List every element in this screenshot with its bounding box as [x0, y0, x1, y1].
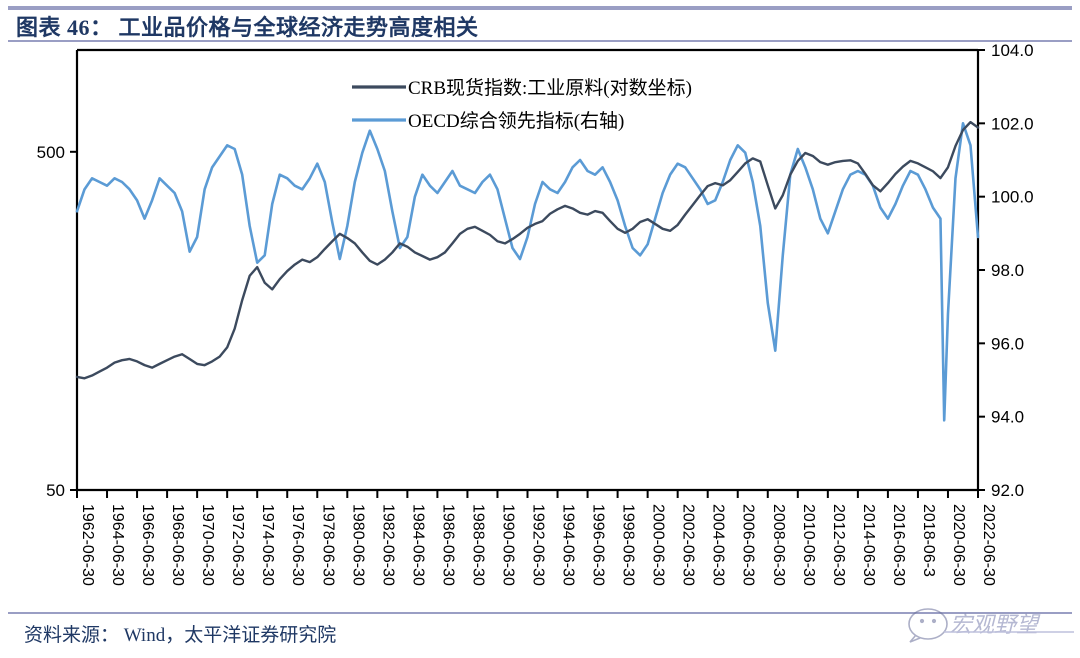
header-rule-bottom [8, 40, 1072, 42]
watermark: 宏观野望 [906, 602, 1076, 648]
x-axis-tick-label: 2012-06-30 [830, 504, 847, 586]
line-chart: 500 50 104.0 102.0 100.0 98.0 96.0 94.0 92.0 1962… [37, 42, 1034, 586]
source-note: 资料来源： Wind，太平洋证券研究院 [24, 625, 337, 646]
legend-crb-label: CRB现货指数:工业原料(对数坐标) [408, 77, 692, 99]
x-axis-tick-label: 1978-06-30 [319, 504, 336, 586]
x-axis-tick-label: 1962-06-30 [79, 504, 96, 586]
x-axis-tick-label: 1980-06-30 [349, 504, 366, 586]
x-axis-tick-label: 2014-06-30 [860, 504, 877, 586]
x-axis-tick-label: 1964-06-30 [109, 504, 126, 586]
x-axis-tick-label: 1968-06-30 [169, 504, 186, 586]
x-axis-tick-label: 2022-06-30 [980, 504, 997, 586]
y-left-tick-label: 500 [37, 143, 65, 162]
x-axis-tick-label: 2002-06-30 [680, 504, 697, 586]
chart-container: 500 50 104.0 102.0 100.0 98.0 96.0 94.0 92.0 1962… [0, 42, 1080, 602]
y-left-tick-label: 50 [46, 481, 65, 500]
x-axis-tick-label: 2018-06-3 [920, 504, 937, 577]
x-axis-tick-label: 1984-06-30 [409, 504, 426, 586]
x-axis-tick-label: 2010-06-30 [800, 504, 817, 586]
y-right-tick-label: 96.0 [991, 334, 1024, 353]
x-axis-tick-label: 1970-06-30 [199, 504, 216, 586]
x-axis-tick-label: 2016-06-30 [890, 504, 907, 586]
x-axis-tick-label: 1990-06-30 [499, 504, 516, 586]
page-title: 图表 46： 工业品价格与全球经济走势高度相关 [16, 15, 479, 40]
y-right-tick-label: 104.0 [991, 42, 1034, 60]
y-right-tick-label: 100.0 [991, 188, 1034, 207]
y-right-tick-label: 98.0 [991, 261, 1024, 280]
x-axis-tick-label: 2008-06-30 [770, 504, 787, 586]
x-axis-tick-label: 1976-06-30 [289, 504, 306, 586]
y-right-tick-label: 92.0 [991, 481, 1024, 500]
header-rule-top [8, 6, 1072, 10]
y-right-tick-label: 94.0 [991, 408, 1024, 427]
x-axis-tick-label: 1994-06-30 [560, 504, 577, 586]
x-axis-tick-label: 1992-06-30 [530, 504, 547, 586]
x-axis-tick-label: 1972-06-30 [229, 504, 246, 586]
wechat-icon: 宏观野望 [908, 608, 1074, 643]
watermark-label: 宏观野望 [950, 612, 1041, 637]
x-axis-tick-label: 1998-06-30 [620, 504, 637, 586]
x-axis-tick-label: 2004-06-30 [710, 504, 727, 586]
x-axis-tick-label: 2006-06-30 [740, 504, 757, 586]
x-axis-tick-label: 1988-06-30 [469, 504, 486, 586]
x-axis-tick-label: 1982-06-30 [379, 504, 396, 586]
legend-oecd-label: OECD综合领先指标(右轴) [408, 110, 624, 132]
series-line-oecd [75, 122, 980, 422]
y-right-tick-label: 102.0 [991, 114, 1034, 133]
x-axis-tick-label: 2000-06-30 [650, 504, 667, 586]
footer-rule [8, 612, 1072, 614]
x-axis-tick-label: 1966-06-30 [139, 504, 156, 586]
x-axis-tick-label: 1986-06-30 [439, 504, 456, 586]
x-axis-tick-label: 1974-06-30 [259, 504, 276, 586]
series-line-crb [75, 120, 980, 380]
x-axis-tick-label: 2020-06-30 [950, 504, 967, 586]
x-axis-tick-label: 1996-06-30 [590, 504, 607, 586]
